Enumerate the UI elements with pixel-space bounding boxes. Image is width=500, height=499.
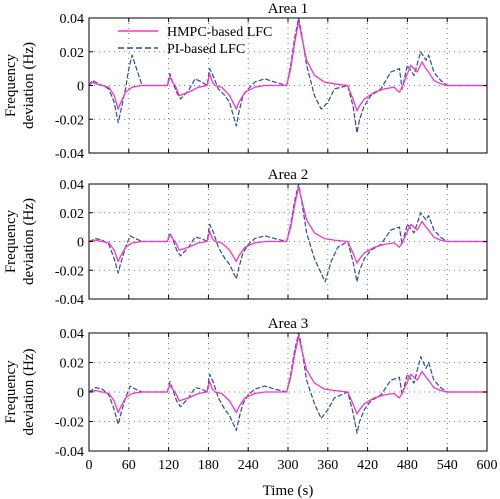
x-tick-label: 600 [477,458,498,473]
x-tick-label: 180 [198,458,219,473]
y-axis-label: Frequency deviation (Hz) [3,42,37,129]
y-tick-label: 0.04 [60,178,85,193]
x-tick-label: 120 [158,458,179,473]
y-axis-label: Frequency deviation (Hz) [3,198,37,285]
y-axis-label-line1: Frequency [3,360,19,424]
x-tick-label: 360 [317,458,338,473]
y-tick-label: 0.04 [60,327,85,342]
x-tick-label: 540 [437,458,458,473]
x-tick-label: 240 [238,458,259,473]
series-line-pi [89,18,487,134]
x-tick-label: 300 [278,458,299,473]
x-tick-label: 420 [357,458,378,473]
y-axis-label-line2: deviation (Hz) [21,42,37,129]
y-tick-label: 0 [77,386,84,401]
series-line-pi [89,184,487,283]
y-tick-label: -0.04 [55,293,84,308]
chart-title: Area 1 [268,1,308,17]
y-axis-label: Frequency deviation (Hz) [3,348,37,435]
y-axis-label-line1: Frequency [3,209,19,273]
legend-label-pi: PI-based LFC [167,42,245,57]
y-tick-label: -0.02 [55,113,84,128]
chart-title: Area 3 [268,316,308,332]
legend: HMPC-based LFC PI-based LFC [118,25,272,57]
chart-panel-3: 0.040.020-0.02-0.040 60 120 180 240 300 360 420… [3,316,498,499]
x-tick-label: 0 [86,458,93,473]
x-tick-label: 60 [122,458,136,473]
y-tick-label: 0.02 [60,357,85,372]
y-axis-label-line1: Frequency [3,53,19,117]
chart-title: Area 2 [268,167,308,183]
x-tick-label: 480 [397,458,418,473]
y-tick-label: -0.02 [55,416,84,431]
series-line-hmpc [89,186,487,264]
y-tick-label: 0.04 [60,12,85,27]
y-tick-label: 0 [77,236,84,251]
chart-panel-1: 0.04 0.02 0 -0.02 -0.04 Area 1 Frequency deviat… [3,1,488,162]
y-tick-label: -0.04 [55,147,84,162]
y-axis-label-line2: deviation (Hz) [21,198,37,285]
chart-panel-2: 0.04 0.02 0 -0.02 -0.04 Area 2 Frequency deviat… [3,167,488,308]
y-tick-label: 0.02 [60,207,85,222]
y-axis-label-line2: deviation (Hz) [21,348,37,435]
y-tick-label: 0 [77,80,84,95]
x-axis-label: Time (s) [263,483,314,499]
y-tick-label: 0.02 [60,46,85,61]
legend-label-hmpc: HMPC-based LFC [167,25,272,40]
y-tick-label: -0.04 [55,445,84,460]
y-tick-label: -0.02 [55,264,84,279]
series-line-hmpc [89,335,487,415]
series-line-hmpc [89,20,487,112]
